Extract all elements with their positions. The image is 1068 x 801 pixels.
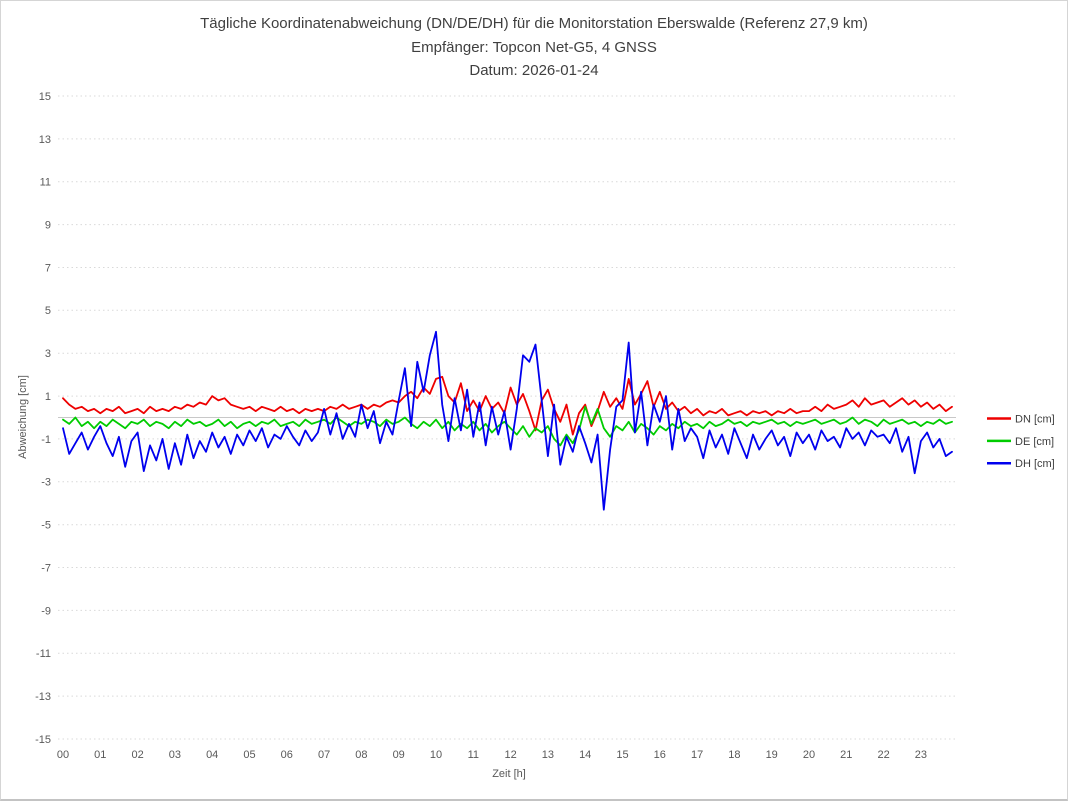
- y-tick-label: 9: [45, 219, 51, 231]
- x-tick-label: 02: [131, 749, 143, 761]
- legend-label-de: DE [cm]: [1015, 436, 1054, 448]
- y-tick-label: 11: [40, 177, 51, 189]
- x-tick-label: 18: [728, 749, 740, 761]
- y-tick-label: 13: [39, 134, 51, 146]
- x-tick-label: 17: [691, 749, 703, 761]
- x-axis-tick-labels: 00 01 02 03 04 05 06 07 08 09 10 11 12 13 14 15 16 17 18 19…: [57, 749, 927, 761]
- y-tick-label: -15: [35, 734, 51, 746]
- y-axis-tick-labels: 15 13 11 9 7 5 3 1 -1 -3 -5 -7 -9 -11 -13 -15: [35, 91, 51, 746]
- x-tick-label: 07: [318, 749, 330, 761]
- x-tick-label: 05: [243, 749, 255, 761]
- series-line-dn: [62, 375, 953, 436]
- y-tick-label: 1: [45, 391, 51, 403]
- x-tick-label: 13: [542, 749, 554, 761]
- x-tick-label: 15: [616, 749, 628, 761]
- y-tick-label: -1: [41, 434, 51, 446]
- x-tick-label: 23: [915, 749, 927, 761]
- x-tick-label: 21: [840, 749, 852, 761]
- x-tick-label: 01: [94, 749, 106, 761]
- chart-date: Datum: 2026-01-24: [469, 62, 598, 79]
- chart-title: Tägliche Koordinatenabweichung (DN/DE/DH…: [200, 15, 868, 32]
- x-tick-label: 19: [766, 749, 778, 761]
- x-tick-label: 22: [877, 749, 889, 761]
- x-tick-label: 12: [504, 749, 516, 761]
- y-tick-label: -5: [41, 520, 51, 532]
- x-tick-label: 16: [654, 749, 666, 761]
- y-tick-label: -11: [36, 648, 51, 660]
- y-tick-label: -9: [41, 605, 51, 617]
- x-tick-label: 04: [206, 749, 218, 761]
- x-tick-label: 10: [430, 749, 442, 761]
- y-tick-label: 5: [45, 305, 51, 317]
- y-tick-label: -7: [41, 562, 51, 574]
- series-line-dh: [62, 330, 953, 511]
- legend-label-dn: DN [cm]: [1015, 413, 1055, 425]
- x-tick-label: 14: [579, 749, 591, 761]
- y-tick-label: 3: [45, 348, 51, 360]
- x-tick-label: 11: [468, 749, 479, 761]
- x-tick-label: 06: [281, 749, 293, 761]
- x-tick-label: 03: [169, 749, 181, 761]
- x-tick-label: 09: [393, 749, 405, 761]
- data-series: [62, 330, 953, 511]
- y-tick-label: 15: [39, 91, 51, 103]
- y-tick-label: -3: [41, 477, 51, 489]
- y-tick-label: -13: [35, 691, 51, 703]
- legend: DN [cm] DE [cm] DH [cm]: [987, 413, 1055, 470]
- x-axis-title: Zeit [h]: [492, 768, 526, 780]
- legend-label-dh: DH [cm]: [1015, 458, 1055, 470]
- x-tick-label: 00: [57, 749, 69, 761]
- gridlines: [58, 95, 956, 740]
- x-tick-label: 20: [803, 749, 815, 761]
- y-tick-label: 7: [45, 262, 51, 274]
- x-tick-label: 08: [355, 749, 367, 761]
- y-axis-title: Abweichung [cm]: [17, 375, 29, 459]
- chart-subtitle: Empfänger: Topcon Net-G5, 4 GNSS: [411, 39, 657, 56]
